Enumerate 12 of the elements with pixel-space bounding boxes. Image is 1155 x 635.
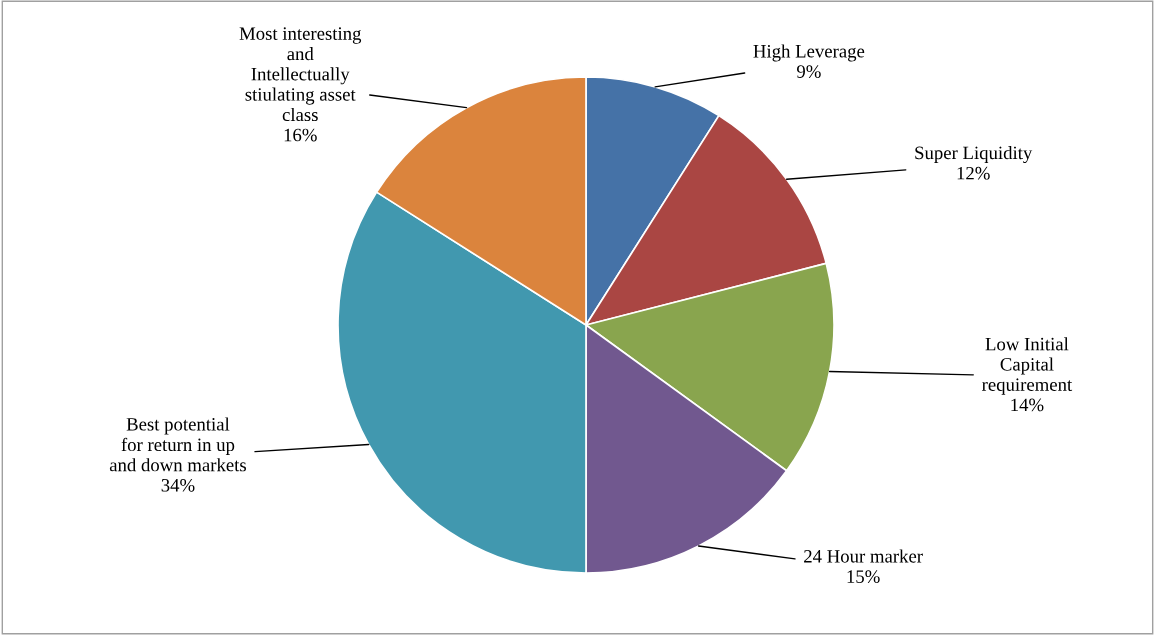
data-label: 16% — [284, 128, 317, 142]
data-label: 14% — [1011, 398, 1044, 412]
slice-label: 24 Hour marker — [804, 549, 923, 563]
slice-label: Most interesting and Intellectually stiulating asset class — [239, 27, 362, 122]
data-label: 15% — [847, 570, 880, 583]
data-label: 34% — [161, 478, 195, 492]
data-label: 12% — [957, 166, 990, 180]
slice-label: Low Initial Capital requirement — [981, 337, 1073, 395]
slice-label: Super Liquidity — [915, 146, 1033, 164]
slice-label: High Leverage — [753, 44, 865, 62]
data-label: 9% — [796, 65, 821, 78]
slice-label: Best potential for return in up and down markets — [109, 417, 246, 472]
